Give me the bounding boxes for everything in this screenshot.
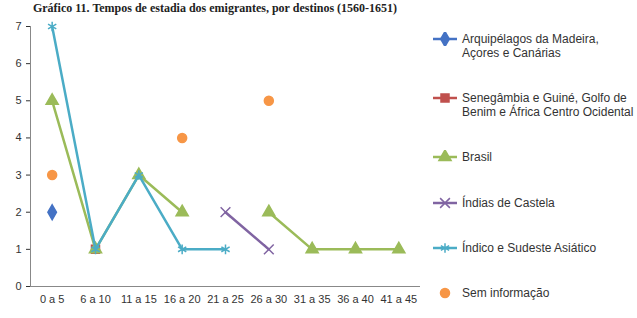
svg-text:21 a 25: 21 a 25: [207, 293, 244, 305]
html-text:Brasil: Brasil: [462, 150, 492, 165]
svg-text:41 a 45: 41 a 45: [380, 293, 417, 305]
svg-text:16 a 20: 16 a 20: [164, 293, 201, 305]
svg-text:11 a 15: 11 a 15: [121, 293, 157, 305]
svg-text:2: 2: [15, 206, 21, 218]
svg-text:6: 6: [15, 57, 21, 69]
html-text:Arquipélagos da Madeira, Açore: Arquipélagos da Madeira, Açores e Canári…: [462, 31, 599, 60]
svg-text:6 a 10: 6 a 10: [80, 293, 111, 305]
svg-text:4: 4: [15, 131, 21, 143]
html-text:Sem informação: Sem informação: [462, 286, 550, 301]
svg-text:1: 1: [15, 243, 21, 255]
svg-text:0: 0: [15, 280, 21, 292]
html-text:Índias de Castela: Índias de Castela: [462, 195, 555, 210]
svg-text:5: 5: [15, 94, 21, 106]
html-text:Gráfico 11. Tempos de estadia: Gráfico 11. Tempos de estadia dos emigra…: [32, 1, 398, 15]
svg-text:3: 3: [15, 169, 21, 181]
svg-text:0 a 5: 0 a 5: [40, 293, 64, 305]
html-text:Índico e Sudeste Asiático: Índico e Sudeste Asiático: [462, 241, 597, 255]
svg-text:26 a 30: 26 a 30: [250, 293, 287, 305]
svg-text:7: 7: [15, 20, 21, 32]
html-text:Senegâmbia e Guiné, Golfo de B: Senegâmbia e Guiné, Golfo de Benim e Áfr…: [462, 91, 634, 119]
svg-text:31 a 35: 31 a 35: [294, 293, 331, 305]
svg-text:36 a 40: 36 a 40: [337, 293, 374, 305]
